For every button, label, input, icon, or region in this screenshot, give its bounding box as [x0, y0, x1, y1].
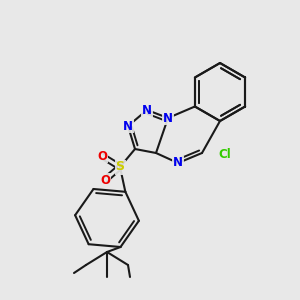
Text: N: N [163, 112, 173, 124]
Text: Cl: Cl [219, 148, 231, 161]
Text: N: N [173, 157, 183, 169]
Text: O: O [97, 149, 107, 163]
Text: S: S [116, 160, 124, 173]
Text: O: O [100, 173, 110, 187]
Text: N: N [142, 103, 152, 116]
Text: N: N [123, 119, 133, 133]
